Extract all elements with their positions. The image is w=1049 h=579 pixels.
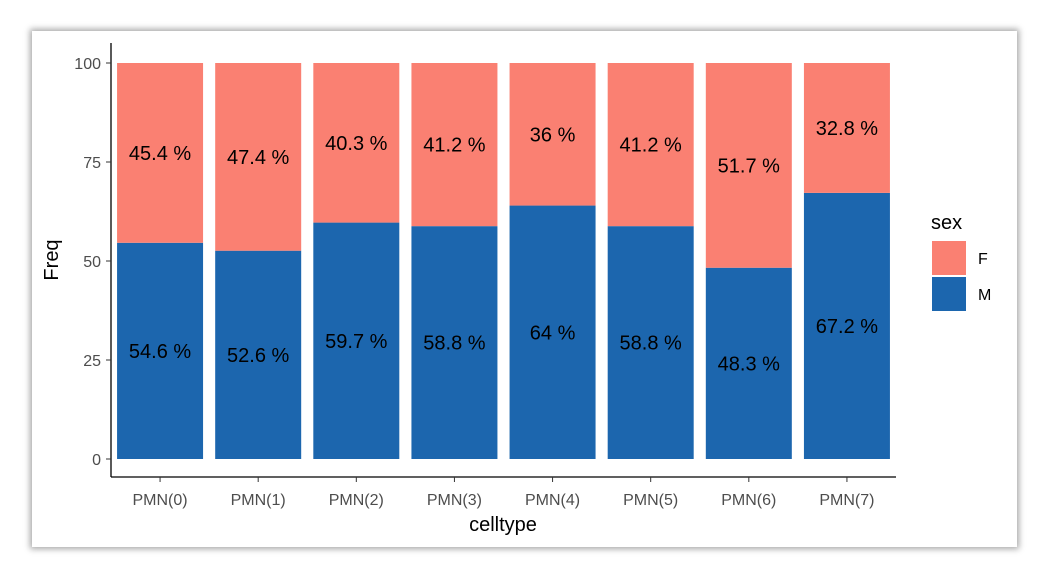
bar-label-M-5: 58.8 % xyxy=(620,333,682,355)
bar-label-M-6: 48.3 % xyxy=(718,353,780,375)
bar-label-F-5: 41.2 % xyxy=(620,135,682,157)
legend-key-M xyxy=(932,277,966,311)
bar-M-3 xyxy=(411,226,498,459)
legend-label-M: M xyxy=(978,287,991,304)
bar-label-F-3: 41.2 % xyxy=(423,135,485,157)
bar-F-3 xyxy=(411,63,498,227)
bar-M-4 xyxy=(509,205,596,459)
chart-frame: 54.6 % 45.4 % 52.6 % 47.4 % 59.7 % 40.3 % 58.8… xyxy=(32,31,1017,547)
bar-F-4 xyxy=(509,63,596,206)
bar-label-F-1: 47.4 % xyxy=(227,147,289,169)
bar-label-M-4: 64 % xyxy=(530,322,576,344)
x-tick-label: PMN(1) xyxy=(231,492,286,509)
bar-F-6 xyxy=(705,63,792,268)
x-tick-label: PMN(5) xyxy=(623,492,678,509)
bar-label-F-0: 45.4 % xyxy=(129,143,191,165)
bar-label-M-7: 67.2 % xyxy=(816,316,878,338)
bar-label-F-6: 51.7 % xyxy=(718,155,780,177)
axes-layer xyxy=(110,43,896,478)
bar-label-M-3: 58.8 % xyxy=(423,333,485,355)
legend-label-F: F xyxy=(978,251,988,268)
y-tick-label: 100 xyxy=(74,56,101,73)
x-ticks-layer: PMN(0) PMN(1) PMN(2) PMN(3) PMN(4) PMN(5) PMN(… xyxy=(133,477,874,509)
legend-title: sex xyxy=(931,212,962,234)
y-tick-label: 50 xyxy=(83,254,101,271)
bars-layer xyxy=(117,63,890,459)
y-tick-label: 25 xyxy=(83,353,101,370)
x-tick-label: PMN(2) xyxy=(329,492,384,509)
bar-F-5 xyxy=(607,63,694,227)
x-tick-label: PMN(0) xyxy=(133,492,188,509)
x-axis-title: celltype xyxy=(469,514,537,536)
bar-label-M-0: 54.6 % xyxy=(129,341,191,363)
y-tick-label: 0 xyxy=(92,452,101,469)
bar-F-0 xyxy=(117,63,204,243)
x-tick-label: PMN(4) xyxy=(525,492,580,509)
y-tick-label: 75 xyxy=(83,155,101,172)
bar-F-2 xyxy=(313,63,400,223)
x-tick-label: PMN(3) xyxy=(427,492,482,509)
bar-M-6 xyxy=(705,267,792,459)
bar-M-1 xyxy=(215,250,302,459)
bar-M-5 xyxy=(607,226,694,459)
bar-M-7 xyxy=(803,192,890,459)
bar-label-M-2: 59.7 % xyxy=(325,331,387,353)
legend: sex F M xyxy=(931,212,991,311)
legend-key-F xyxy=(932,241,966,275)
x-tick-label: PMN(7) xyxy=(819,492,874,509)
bar-M-0 xyxy=(117,242,204,459)
bar-label-M-1: 52.6 % xyxy=(227,345,289,367)
bar-label-F-2: 40.3 % xyxy=(325,133,387,155)
bar-label-F-7: 32.8 % xyxy=(816,118,878,140)
bar-M-2 xyxy=(313,222,400,459)
bar-label-F-4: 36 % xyxy=(530,124,576,146)
y-ticks-layer: 0 25 50 75 100 xyxy=(74,56,111,469)
bar-F-1 xyxy=(215,63,302,251)
bar-labels-layer: 54.6 % 45.4 % 52.6 % 47.4 % 59.7 % 40.3 % 58.8… xyxy=(129,118,878,375)
x-tick-label: PMN(6) xyxy=(721,492,776,509)
y-axis-title: Freq xyxy=(41,239,63,280)
stacked-bar-chart: 54.6 % 45.4 % 52.6 % 47.4 % 59.7 % 40.3 % 58.8… xyxy=(41,43,991,536)
bar-F-7 xyxy=(803,63,890,193)
